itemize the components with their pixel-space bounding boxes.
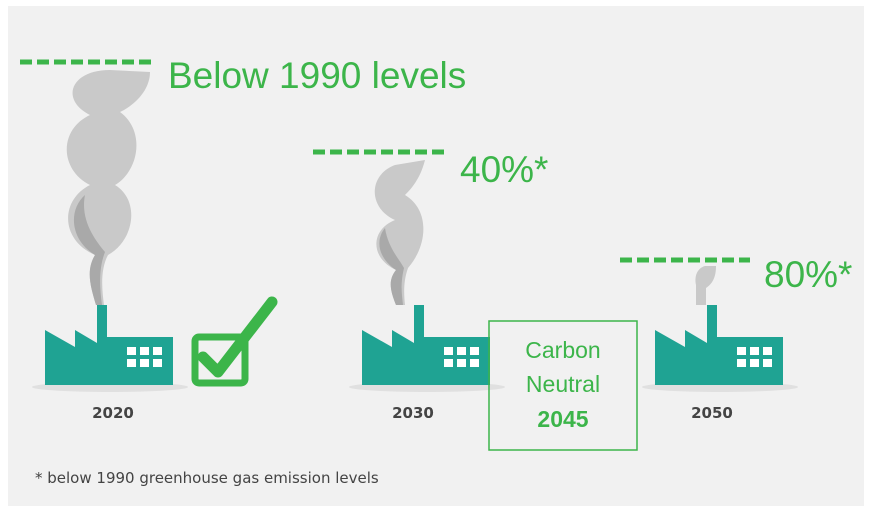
year: 2050: [691, 404, 733, 422]
box-line: Carbon: [525, 337, 600, 363]
checkbox: [191, 296, 278, 387]
smoke-2020: [66, 70, 150, 305]
level-label: 40%*: [460, 149, 548, 190]
box-year: 2045: [537, 406, 588, 432]
carbon-neutral-box: [488, 320, 638, 451]
year: 2020: [92, 404, 134, 422]
box-line: Neutral: [526, 371, 600, 397]
year: 2030: [392, 404, 434, 422]
smoke-2030: [374, 160, 425, 305]
footnote: * below 1990 greenhouse gas emission lev…: [35, 469, 379, 487]
level-label: 80%*: [764, 254, 852, 295]
background: [8, 6, 864, 506]
smoke-2050: [695, 266, 716, 305]
level-label: Below 1990 levels: [168, 55, 466, 96]
